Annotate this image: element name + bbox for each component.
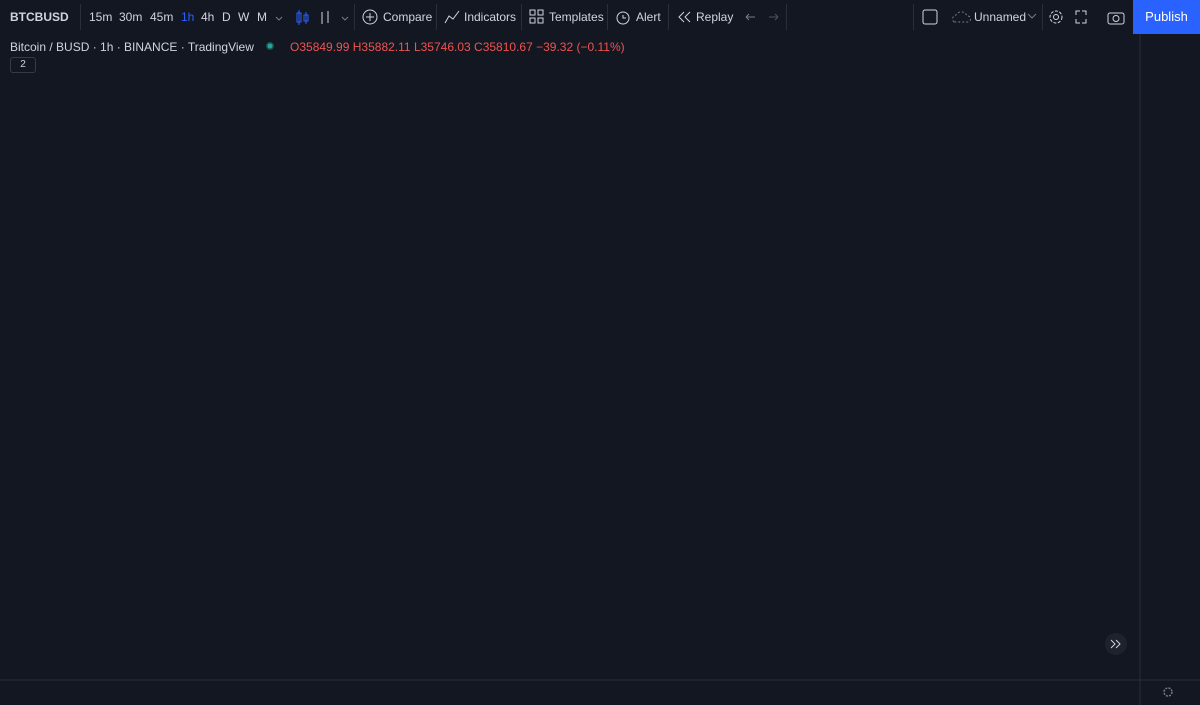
layout-icon[interactable] (922, 9, 940, 25)
cloud-icon[interactable] (950, 9, 974, 25)
interval[interactable]: D (222, 10, 231, 24)
layout-name[interactable]: Unnamed (974, 10, 1027, 24)
chart-background (0, 34, 1200, 705)
scroll-button[interactable] (1105, 633, 1127, 655)
alert-button[interactable]: Alert (636, 10, 661, 24)
separator (521, 4, 522, 30)
alert-icon[interactable] (615, 9, 631, 25)
change: −39.32 (−0.11%) (536, 40, 625, 54)
toolbar-icons[interactable] (1047, 8, 1133, 26)
indicators-button[interactable]: Indicators (464, 10, 517, 24)
legend-title: Bitcoin / BUSD · 1h · BINANCE · TradingV… (10, 40, 254, 54)
separator (436, 4, 437, 30)
interval[interactable]: M (257, 10, 267, 24)
ohlc-label: L (413, 40, 421, 54)
indicator-count: 2 (20, 59, 26, 70)
publish-button[interactable]: Publish (1133, 0, 1200, 34)
toolbar: BTCBUSD 15m 30m 45m 1h 4h D W M Compare … (0, 0, 1200, 35)
ohlc-value: 35746.03 (420, 40, 471, 54)
symbol[interactable]: BTCBUSD (10, 10, 69, 24)
ohlc-label: O (290, 40, 300, 54)
compare-button[interactable]: Compare (383, 10, 433, 24)
ohlc-label: H (352, 40, 362, 54)
interval[interactable]: 4h (201, 10, 215, 24)
ohlc-value: 35849.99 (299, 40, 350, 54)
replay-icon[interactable] (677, 9, 693, 25)
interval[interactable]: 45m (150, 10, 174, 24)
indicator-toggle[interactable]: 2 (10, 57, 36, 73)
undo-redo[interactable] (742, 9, 782, 25)
separator (80, 4, 81, 30)
templates-button[interactable]: Templates (549, 10, 604, 24)
replay-button[interactable]: Replay (696, 10, 734, 24)
indicators-icon[interactable] (444, 9, 460, 25)
status-dot (266, 42, 274, 50)
dropdown-icon[interactable] (1026, 12, 1038, 22)
chart (0, 34, 1200, 705)
settings-icon[interactable] (1163, 687, 1173, 697)
ohlc-label: C (474, 40, 483, 54)
chart-style-icons[interactable] (272, 10, 352, 26)
compare-icon[interactable] (362, 9, 378, 25)
separator (1042, 4, 1043, 30)
ohlc-value: 35810.67 (482, 40, 533, 54)
separator (786, 4, 787, 30)
separator (354, 4, 355, 30)
ohlc-value: 35882.11 (361, 40, 411, 54)
legend-ohlc: O35849.99 H35882.11 L35746.03 C35810.67 … (290, 40, 625, 54)
templates-icon[interactable] (529, 9, 545, 25)
separator (607, 4, 608, 30)
interval[interactable]: 30m (119, 10, 143, 24)
interval[interactable]: 1h (181, 10, 195, 24)
interval[interactable]: 15m (89, 10, 113, 24)
interval[interactable]: W (238, 10, 250, 24)
scroll-icon[interactable] (1110, 639, 1121, 649)
separator (913, 4, 914, 30)
separator (668, 4, 669, 30)
